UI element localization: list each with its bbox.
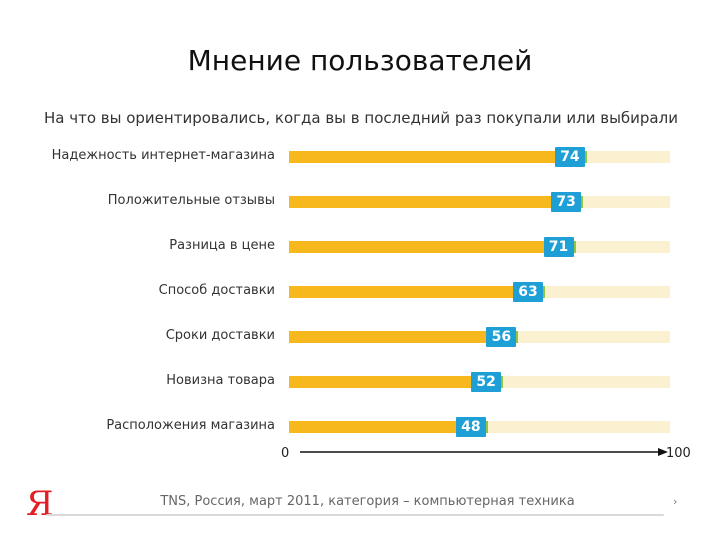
category-label: Способ доставки	[158, 283, 275, 298]
bar	[289, 331, 503, 343]
bar	[289, 421, 472, 433]
category-label: Положительные отзывы	[107, 193, 275, 208]
bar-end-marker	[485, 421, 488, 433]
bar	[289, 376, 488, 388]
corner-mark-icon: ›	[673, 495, 678, 508]
source-note: TNS, Россия, март 2011, категория – комп…	[160, 494, 575, 509]
bar-end-marker	[543, 286, 546, 298]
chart-title: Мнение пользователей	[187, 44, 533, 77]
bar	[289, 241, 560, 253]
category-label: Надежность интернет-магазина	[51, 148, 275, 163]
chart-subtitle: На что вы ориентировались, когда вы в по…	[44, 109, 678, 127]
data-label: 56	[486, 327, 517, 347]
bar-end-marker	[501, 376, 504, 388]
x-tick-label-min: 0	[281, 446, 290, 461]
footer-divider	[46, 514, 664, 516]
data-label: 74	[554, 147, 585, 167]
data-label: 63	[513, 282, 544, 302]
bar-end-marker	[584, 151, 587, 163]
data-label: 71	[543, 237, 574, 257]
category-label: Сроки доставки	[165, 328, 275, 343]
category-label: Разница в цене	[169, 238, 275, 253]
bar	[289, 151, 571, 163]
bar	[289, 196, 568, 208]
bar-end-marker	[573, 241, 576, 253]
category-label: Новизна товара	[166, 373, 275, 388]
data-label: 48	[455, 417, 486, 437]
yandex-logo: Я	[26, 484, 54, 524]
data-label: 73	[551, 192, 582, 212]
data-label: 52	[471, 372, 502, 392]
bar-end-marker	[516, 331, 519, 343]
x-tick-label-max: 100	[666, 446, 691, 461]
x-axis-arrow-icon	[658, 448, 668, 456]
bar	[289, 286, 530, 298]
category-label: Расположения магазина	[106, 418, 275, 433]
bar-end-marker	[581, 196, 584, 208]
